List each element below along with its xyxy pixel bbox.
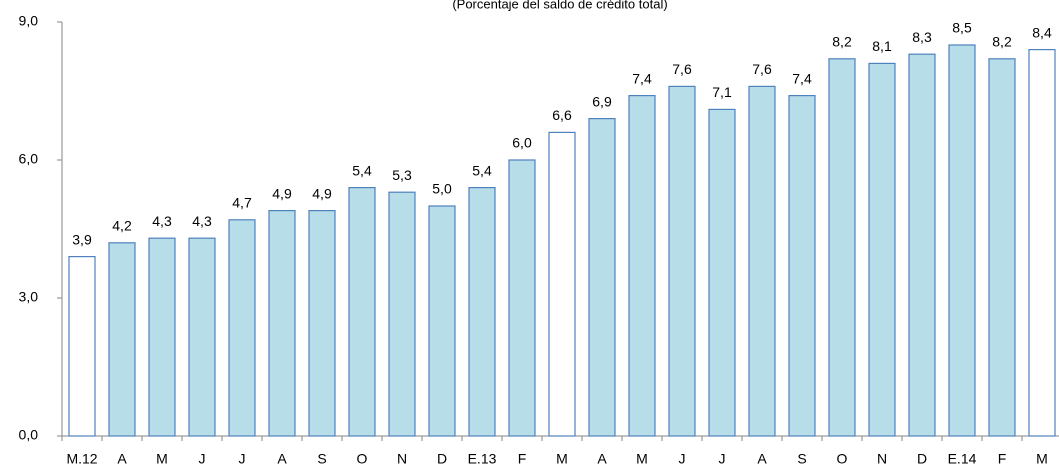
bar	[628, 94, 656, 437]
value-label: 4,3	[192, 213, 212, 229]
x-tick-label: N	[397, 451, 407, 467]
x-tick-label: M	[1036, 451, 1048, 467]
x-tick-label: O	[837, 451, 848, 467]
value-label: 7,4	[632, 70, 652, 86]
x-tick-label: D	[917, 451, 927, 467]
bar	[108, 242, 136, 437]
value-label: 4,3	[152, 213, 172, 229]
bar	[588, 117, 616, 437]
x-tick-label: J	[199, 451, 206, 467]
y-tick-label: 3,0	[19, 289, 39, 305]
x-tick-label: A	[597, 451, 607, 467]
value-label: 5,4	[472, 162, 492, 178]
bar	[148, 237, 176, 437]
x-tick-label: N	[877, 451, 887, 467]
y-tick-label: 9,0	[19, 13, 39, 29]
y-tick-label: 6,0	[19, 151, 39, 167]
value-label: 7,6	[672, 61, 692, 77]
value-label: 8,4	[1032, 24, 1052, 40]
x-tick-label: S	[797, 451, 806, 467]
x-tick-label: O	[357, 451, 368, 467]
bar	[508, 159, 536, 437]
x-tick-label: S	[317, 451, 326, 467]
chart-subtitle: (Porcentaje del saldo de crédito total)	[452, 0, 667, 11]
value-label: 6,6	[552, 107, 572, 123]
bar	[468, 187, 496, 437]
value-label: 4,9	[272, 185, 292, 201]
x-tick-label: M.12	[66, 451, 97, 467]
value-label: 5,3	[392, 167, 412, 183]
x-tick-label: J	[239, 451, 246, 467]
x-tick-label: A	[757, 451, 767, 467]
value-label: 5,0	[432, 181, 452, 197]
value-label: 5,4	[352, 162, 372, 178]
value-label: 7,1	[712, 84, 732, 100]
bar	[748, 85, 776, 437]
x-tick-label: D	[437, 451, 447, 467]
value-label: 8,1	[872, 38, 892, 54]
value-label: 4,2	[112, 218, 132, 234]
bar	[388, 191, 416, 437]
bar	[348, 187, 376, 437]
x-tick-label: A	[277, 451, 287, 467]
bar	[788, 94, 816, 437]
value-label: 6,9	[592, 93, 612, 109]
bar	[308, 210, 336, 437]
bar	[428, 205, 456, 437]
y-tick-label: 0,0	[19, 427, 39, 443]
bar	[188, 237, 216, 437]
bar	[908, 53, 936, 437]
x-tick-label: E.13	[468, 451, 497, 467]
x-tick-label: A	[117, 451, 127, 467]
bar	[708, 108, 736, 437]
bar	[948, 44, 976, 437]
bar	[548, 131, 576, 437]
value-label: 8,2	[992, 34, 1012, 50]
bar	[68, 256, 96, 437]
bar	[228, 219, 256, 437]
x-tick-label: M	[556, 451, 568, 467]
x-tick-label: E.14	[948, 451, 977, 467]
value-label: 8,5	[952, 20, 972, 36]
bar	[988, 58, 1016, 437]
value-label: 8,3	[912, 29, 932, 45]
x-tick-label: M	[156, 451, 168, 467]
x-tick-label: J	[719, 451, 726, 467]
x-tick-label: F	[518, 451, 527, 467]
x-tick-label: M	[636, 451, 648, 467]
value-label: 8,2	[832, 34, 852, 50]
x-tick-label: J	[679, 451, 686, 467]
value-label: 3,9	[72, 231, 92, 247]
bar	[268, 210, 296, 437]
value-label: 7,6	[752, 61, 772, 77]
bar	[828, 58, 856, 437]
bar	[668, 85, 696, 437]
value-label: 4,7	[232, 195, 252, 211]
bar	[1028, 48, 1056, 437]
value-label: 7,4	[792, 70, 812, 86]
value-label: 6,0	[512, 135, 532, 151]
value-label: 4,9	[312, 185, 332, 201]
x-tick-label: F	[998, 451, 1007, 467]
bar	[868, 62, 896, 437]
